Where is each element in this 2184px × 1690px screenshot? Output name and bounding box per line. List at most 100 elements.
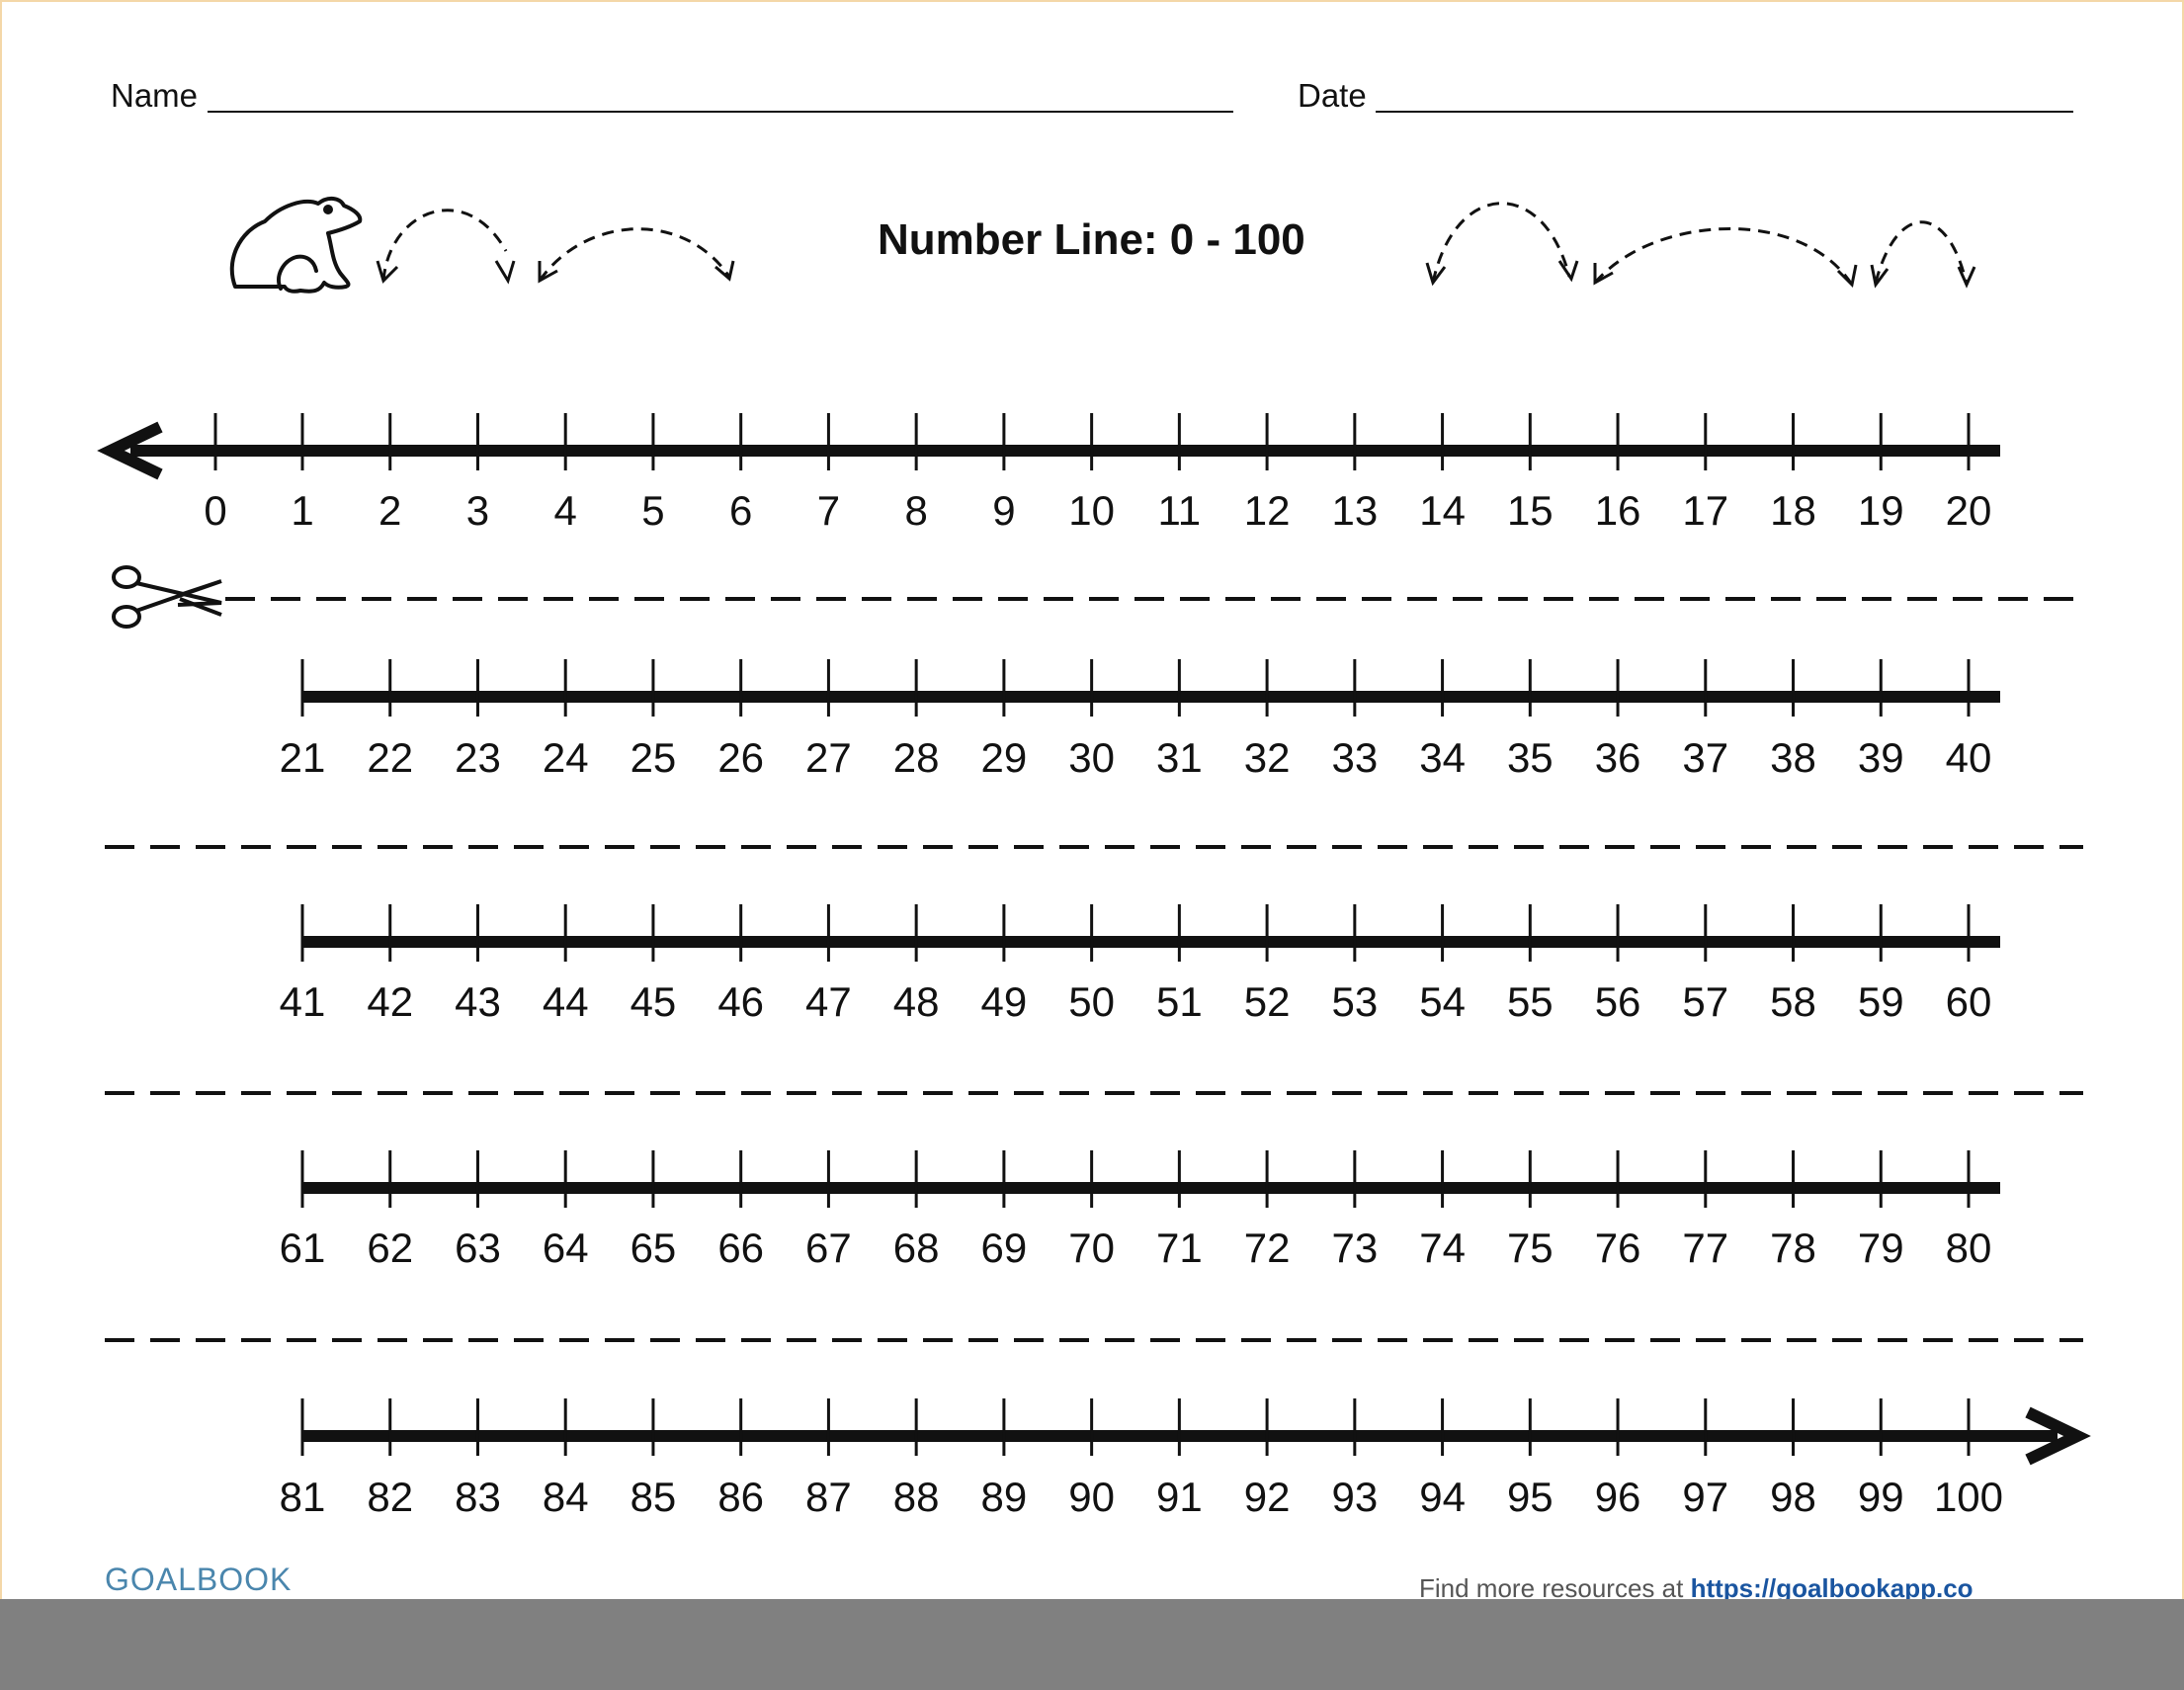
tick-label: 76 bbox=[1594, 1225, 1641, 1271]
tick-label: 52 bbox=[1243, 978, 1291, 1025]
tick-label: 36 bbox=[1594, 734, 1641, 781]
tick-label: 43 bbox=[455, 978, 501, 1025]
tick-label: 89 bbox=[980, 1474, 1028, 1520]
tick-label: 93 bbox=[1331, 1474, 1379, 1520]
tick-label: 7 bbox=[816, 487, 841, 534]
tick-label: 65 bbox=[630, 1225, 677, 1271]
tick-label: 62 bbox=[367, 1225, 414, 1271]
tick-label: 55 bbox=[1506, 978, 1554, 1025]
date-label: Date bbox=[1298, 77, 1367, 114]
tick-label: 38 bbox=[1770, 734, 1816, 781]
tick-label: 22 bbox=[367, 734, 414, 781]
tick-label: 40 bbox=[1945, 734, 1992, 781]
tick-label: 79 bbox=[1857, 1225, 1904, 1271]
tick-label: 70 bbox=[1068, 1225, 1115, 1271]
tick-label: 49 bbox=[980, 978, 1028, 1025]
tick-label: 44 bbox=[542, 978, 589, 1025]
tick-label: 14 bbox=[1419, 487, 1466, 534]
tick-label: 19 bbox=[1857, 487, 1904, 534]
tick-label: 0 bbox=[204, 487, 227, 534]
tick-label: 27 bbox=[805, 734, 852, 781]
tick-label: 33 bbox=[1331, 734, 1379, 781]
tick-label: 28 bbox=[892, 734, 940, 781]
tick-label: 61 bbox=[279, 1225, 326, 1271]
arrow-left-icon bbox=[97, 421, 163, 480]
tick-label: 80 bbox=[1945, 1225, 1992, 1271]
tick-label: 20 bbox=[1945, 487, 1992, 534]
tick-label: 53 bbox=[1331, 978, 1379, 1025]
tick-label: 56 bbox=[1594, 978, 1641, 1025]
tick-label: 15 bbox=[1506, 487, 1554, 534]
tick-label: 73 bbox=[1331, 1225, 1379, 1271]
goalbook-logo: GOALBOOK bbox=[105, 1562, 293, 1597]
tick-label: 11 bbox=[1157, 487, 1202, 534]
tick-label: 69 bbox=[980, 1225, 1028, 1271]
tick-label: 1 bbox=[291, 487, 314, 534]
tick-label: 10 bbox=[1068, 487, 1115, 534]
tick-label: 25 bbox=[630, 734, 677, 781]
tick-label: 32 bbox=[1243, 734, 1291, 781]
tick-label: 96 bbox=[1594, 1474, 1641, 1520]
tick-label: 63 bbox=[455, 1225, 501, 1271]
tick-label: 71 bbox=[1156, 1225, 1203, 1271]
footer-link[interactable]: https://goalbookapp.co bbox=[1690, 1573, 1974, 1599]
tick-label: 50 bbox=[1068, 978, 1115, 1025]
tick-label: 97 bbox=[1682, 1474, 1729, 1520]
tick-label: 67 bbox=[805, 1225, 852, 1271]
frog-icon bbox=[229, 197, 363, 294]
tick-label: 99 bbox=[1857, 1474, 1904, 1520]
tick-label: 51 bbox=[1156, 978, 1203, 1025]
tick-label: 21 bbox=[279, 734, 326, 781]
tick-label: 78 bbox=[1770, 1225, 1816, 1271]
tick-label: 24 bbox=[542, 734, 589, 781]
tick-label: 82 bbox=[367, 1474, 414, 1520]
tick-label: 98 bbox=[1770, 1474, 1816, 1520]
tick-label: 88 bbox=[892, 1474, 940, 1520]
tick-label: 45 bbox=[630, 978, 677, 1025]
tick-label: 3 bbox=[465, 487, 490, 534]
tick-label: 6 bbox=[728, 487, 753, 534]
tick-label: 91 bbox=[1156, 1474, 1203, 1520]
tick-label: 18 bbox=[1770, 487, 1816, 534]
tick-label: 66 bbox=[717, 1225, 765, 1271]
tick-label: 17 bbox=[1682, 487, 1729, 534]
tick-label: 39 bbox=[1857, 734, 1904, 781]
tick-label: 47 bbox=[805, 978, 852, 1025]
footer: Find more resources at https://goalbooka… bbox=[1419, 1573, 2012, 1599]
tick-label: 84 bbox=[542, 1474, 589, 1520]
tick-label: 30 bbox=[1068, 734, 1115, 781]
tick-label: 81 bbox=[279, 1474, 326, 1520]
tick-label: 42 bbox=[367, 978, 414, 1025]
tick-label: 29 bbox=[980, 734, 1028, 781]
tick-label: 77 bbox=[1682, 1225, 1729, 1271]
tick-label: 34 bbox=[1419, 734, 1466, 781]
tick-label: 54 bbox=[1419, 978, 1466, 1025]
tick-label: 59 bbox=[1857, 978, 1904, 1025]
tick-label: 60 bbox=[1945, 978, 1992, 1025]
tick-label: 8 bbox=[904, 487, 928, 534]
page-title: Number Line: 0 - 100 bbox=[878, 215, 1305, 264]
tick-label: 68 bbox=[892, 1225, 940, 1271]
tick-label: 72 bbox=[1243, 1225, 1291, 1271]
tick-label: 5 bbox=[641, 487, 665, 534]
name-field[interactable] bbox=[208, 111, 1233, 113]
tick-label: 13 bbox=[1331, 487, 1379, 534]
tick-label: 12 bbox=[1243, 487, 1291, 534]
tick-label: 100 bbox=[1933, 1474, 2004, 1520]
number-line-art bbox=[97, 197, 2091, 1466]
tick-label: 4 bbox=[553, 487, 577, 534]
tick-label: 35 bbox=[1506, 734, 1554, 781]
tick-label: 26 bbox=[717, 734, 765, 781]
date-field[interactable] bbox=[1376, 111, 2073, 113]
name-label: Name bbox=[111, 77, 199, 114]
tick-label: 92 bbox=[1243, 1474, 1291, 1520]
scissors-icon bbox=[112, 565, 222, 629]
tick-label: 48 bbox=[892, 978, 940, 1025]
tick-label: 16 bbox=[1594, 487, 1641, 534]
hop-arrow-icon bbox=[381, 202, 1969, 286]
tick-label: 64 bbox=[542, 1225, 589, 1271]
tick-label: 37 bbox=[1682, 734, 1729, 781]
tick-label: 94 bbox=[1419, 1474, 1466, 1520]
arrow-right-icon bbox=[2025, 1406, 2091, 1466]
tick-label: 2 bbox=[378, 487, 402, 534]
